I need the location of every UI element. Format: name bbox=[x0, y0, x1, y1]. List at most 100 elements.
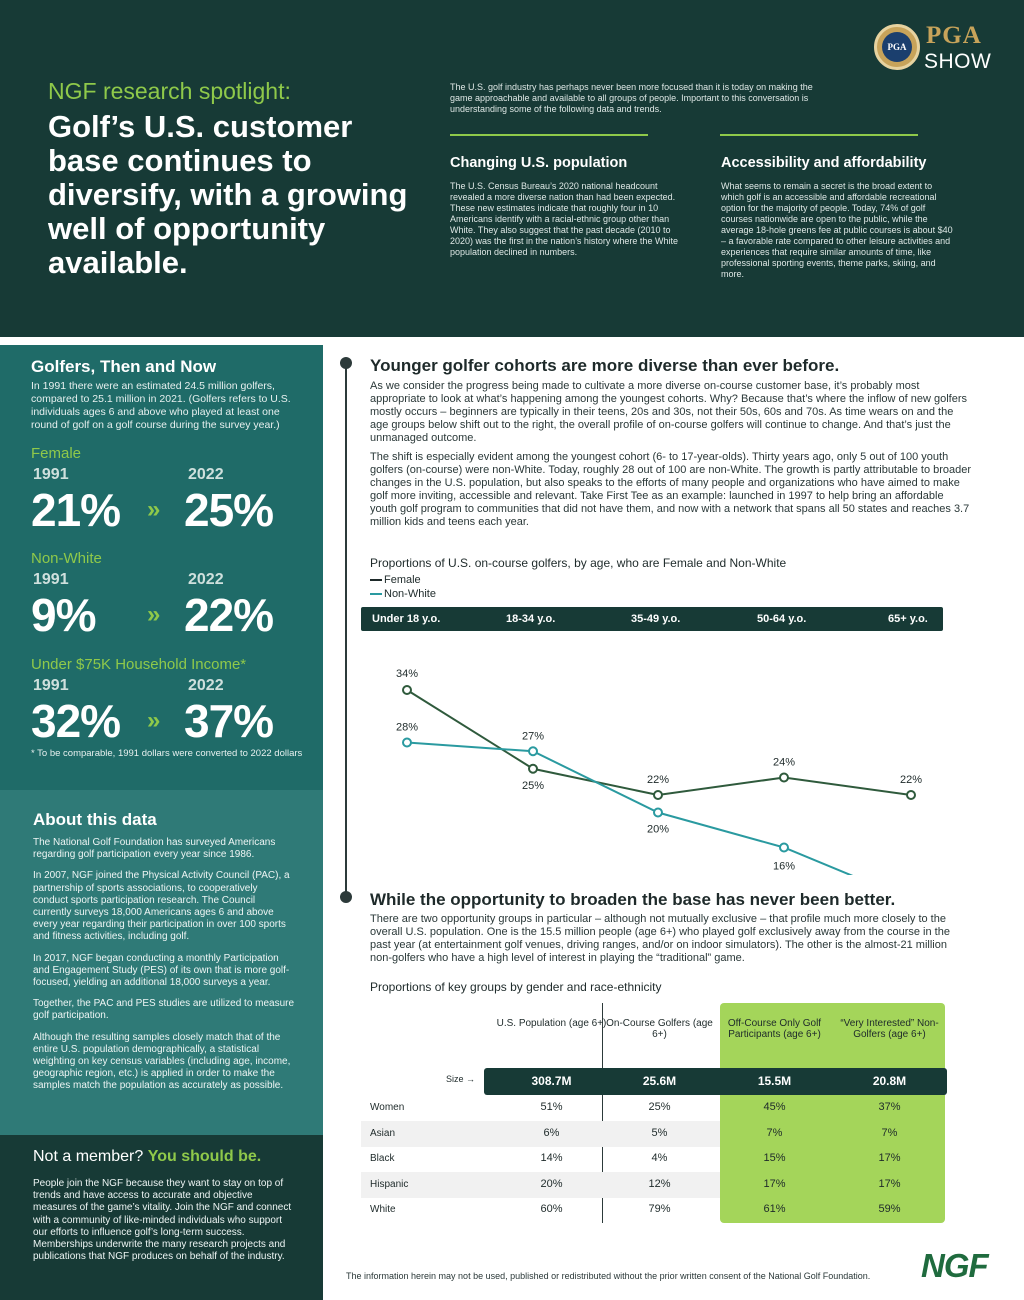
stat-year-1991: 1991 bbox=[33, 677, 69, 694]
section-body-younger: As we consider the progress being made t… bbox=[370, 380, 972, 535]
groups-table: U.S. Population (age 6+) On-Course Golfe… bbox=[361, 1003, 961, 1228]
data-label: 22% bbox=[900, 774, 922, 786]
double-chevron-icon: » bbox=[147, 707, 161, 734]
data-label: 22% bbox=[647, 774, 669, 786]
data-label: 27% bbox=[522, 730, 544, 742]
then-now-panel: Golfers, Then and Now In 1991 there were… bbox=[0, 345, 323, 790]
member-panel: Not a member? You should be. People join… bbox=[0, 1135, 323, 1300]
size-value: 20.8M bbox=[872, 1074, 907, 1088]
table-cell: 4% bbox=[651, 1152, 668, 1164]
paragraph: As we consider the progress being made t… bbox=[370, 380, 968, 444]
intro-text: The U.S. golf industry has perhaps never… bbox=[450, 82, 813, 114]
about-panel: About this data The National Golf Founda… bbox=[0, 790, 323, 1135]
section-title-opportunity: While the opportunity to broaden the bas… bbox=[370, 890, 896, 909]
table-cell: 17% bbox=[763, 1177, 786, 1190]
table-cell: 5% bbox=[651, 1126, 668, 1139]
size-label: Size → bbox=[446, 1074, 476, 1084]
table-cell: 25% bbox=[648, 1101, 671, 1113]
category-label: 35-49 y.o. bbox=[631, 613, 681, 625]
highlight-column bbox=[720, 1003, 945, 1223]
col-text-population: The U.S. Census Bureau’s 2020 national h… bbox=[450, 181, 678, 257]
about-paragraph: Although the resulting samples closely m… bbox=[33, 1031, 291, 1092]
size-value: 308.7M bbox=[531, 1074, 572, 1088]
stat-value-1991: 21% bbox=[31, 484, 121, 536]
data-label: 20% bbox=[647, 824, 669, 836]
column-header: On-Course Golfers (age 6+) bbox=[606, 1018, 713, 1040]
data-point bbox=[779, 772, 789, 783]
data-point bbox=[653, 807, 663, 818]
table-cell: 37% bbox=[878, 1101, 901, 1113]
table-cell: 51% bbox=[540, 1101, 563, 1113]
data-label: 25% bbox=[522, 780, 544, 792]
about-paragraph: In 2007, NGF joined the Physical Activit… bbox=[33, 870, 290, 943]
legend-item-female: Female bbox=[370, 573, 436, 587]
pga-seal-icon: PGA bbox=[874, 24, 920, 70]
column-divider bbox=[602, 1003, 603, 1223]
then-now-footnote: * To be comparable, 1991 dollars were co… bbox=[31, 748, 303, 759]
stat-value-2022: 22% bbox=[184, 589, 274, 641]
stat-value-2022: 25% bbox=[184, 484, 274, 536]
stat-year-2022: 2022 bbox=[188, 571, 224, 588]
column-header: “Very Interested” Non-Golfers (age 6+) bbox=[840, 1018, 939, 1040]
footer-disclaimer: The information herein may not be used, … bbox=[346, 1271, 871, 1281]
stat-value-1991: 32% bbox=[31, 695, 121, 747]
divider bbox=[720, 134, 918, 136]
col-title-population: Changing U.S. population bbox=[450, 155, 628, 171]
section-body-opportunity: There are two opportunity groups in part… bbox=[370, 913, 972, 971]
col-title-accessibility: Accessibility and affordability bbox=[721, 155, 927, 171]
data-point bbox=[653, 790, 663, 800]
legend-label: Female bbox=[384, 574, 421, 586]
kicker: NGF research spotlight: bbox=[48, 78, 291, 104]
stat-label-income: Under $75K Household Income* bbox=[31, 656, 247, 673]
paragraph: There are two opportunity groups in part… bbox=[370, 913, 950, 964]
header-banner: PGA PGA SHOW NGF research spotlight: Gol… bbox=[0, 0, 1024, 337]
then-now-desc: In 1991 there were an estimated 24.5 mil… bbox=[31, 380, 291, 431]
column-header: Off-Course Only Golf Participants (age 6… bbox=[727, 1018, 822, 1040]
pga-brand-text: PGA bbox=[926, 22, 982, 49]
paragraph: The shift is especially evident among th… bbox=[370, 451, 972, 528]
table-cell: 6% bbox=[543, 1126, 560, 1139]
table-row: Hispanic bbox=[361, 1171, 720, 1198]
data-label: 34% bbox=[396, 668, 418, 680]
stat-year-1991: 1991 bbox=[33, 466, 69, 483]
age-category-bar: Under 18 y.o. 18-34 y.o. 35-49 y.o. 50-6… bbox=[361, 607, 943, 631]
row-label: Black bbox=[370, 1153, 395, 1164]
member-body: People join the NGF because they want to… bbox=[33, 1178, 292, 1263]
about-paragraph: In 2017, NGF began conducting a monthly … bbox=[33, 952, 290, 989]
data-point bbox=[528, 746, 538, 757]
table-title: Proportions of key groups by gender and … bbox=[370, 980, 662, 994]
data-point bbox=[528, 763, 538, 774]
show-text: SHOW bbox=[924, 50, 992, 73]
table-cell: 79% bbox=[648, 1203, 671, 1215]
stat-year-2022: 2022 bbox=[188, 466, 224, 483]
legend-swatch bbox=[370, 593, 382, 596]
table-row: Black bbox=[361, 1146, 720, 1172]
divider bbox=[450, 134, 648, 136]
about-title: About this data bbox=[33, 810, 157, 829]
table-cell: 17% bbox=[878, 1177, 901, 1190]
member-title: Not a member? You should be. bbox=[33, 1148, 261, 1166]
member-cta[interactable]: You should be. bbox=[147, 1148, 262, 1165]
section-title-younger: Younger golfer cohorts are more diverse … bbox=[370, 356, 840, 375]
col-text-accessibility: What seems to remain a secret is the bro… bbox=[721, 181, 953, 279]
stat-value-1991: 9% bbox=[31, 589, 96, 641]
about-paragraph: The National Golf Foundation has surveye… bbox=[33, 837, 276, 861]
data-point bbox=[402, 737, 412, 748]
legend-swatch bbox=[370, 579, 382, 582]
table-row: Women bbox=[361, 1095, 720, 1121]
legend-label: Non-White bbox=[384, 588, 436, 600]
category-label: 50-64 y.o. bbox=[757, 613, 807, 625]
table-cell: 12% bbox=[648, 1177, 671, 1190]
table-cell: 7% bbox=[766, 1126, 783, 1139]
category-label: 18-34 y.o. bbox=[506, 613, 556, 625]
ngf-logo: NGF bbox=[921, 1247, 989, 1284]
category-label: Under 18 y.o. bbox=[372, 613, 441, 625]
table-cell: 17% bbox=[878, 1152, 901, 1164]
chart-legend: Female Non-White bbox=[370, 573, 436, 601]
table-cell: 15% bbox=[763, 1152, 786, 1164]
table-row: Asian bbox=[361, 1120, 720, 1147]
about-body: The National Golf Foundation has surveye… bbox=[33, 837, 295, 1102]
line-chart: 34%25%22%24%22%28%27%20%16%10% bbox=[396, 668, 922, 875]
data-point bbox=[402, 685, 412, 695]
